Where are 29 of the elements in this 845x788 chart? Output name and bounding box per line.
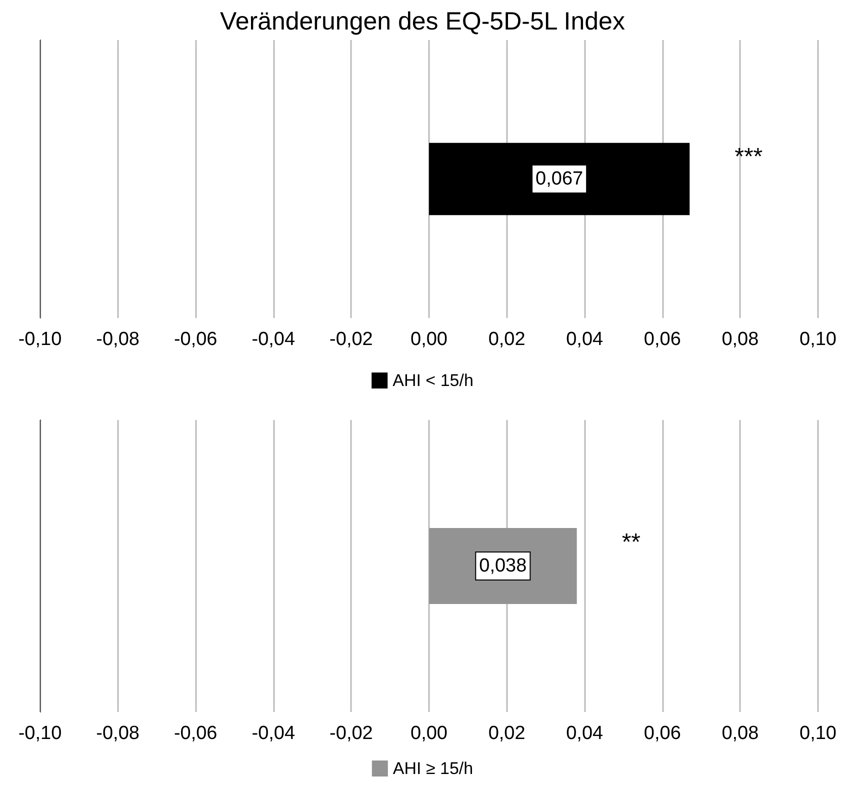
x-tick-label: 0,10 bbox=[800, 329, 836, 350]
x-tick-label: 0,08 bbox=[722, 723, 759, 744]
legend-label: AHI < 15/h bbox=[392, 371, 474, 390]
x-tick-label: 0,02 bbox=[488, 329, 526, 350]
x-tick-label: -0,08 bbox=[96, 329, 140, 350]
x-tick-label: -0,10 bbox=[18, 723, 62, 744]
x-tick-label: -0,04 bbox=[252, 329, 296, 350]
data-label: 0,067 bbox=[536, 168, 584, 190]
x-tick-label: 0,06 bbox=[644, 329, 681, 350]
x-tick-label: -0,06 bbox=[174, 329, 218, 350]
x-tick-label: 0,04 bbox=[566, 723, 604, 744]
legend-label: AHI ≥ 15/h bbox=[392, 759, 474, 778]
x-tick-label: 0,08 bbox=[722, 329, 759, 350]
x-tick-label: -0,02 bbox=[330, 723, 373, 744]
x-tick-label: 0,04 bbox=[566, 329, 604, 350]
annotation: *** bbox=[734, 143, 763, 170]
x-tick-label: 0,10 bbox=[800, 723, 836, 744]
x-tick-label: -0,08 bbox=[96, 723, 140, 744]
x-tick-label: -0,04 bbox=[252, 723, 296, 744]
x-tick-label: 0,06 bbox=[644, 723, 681, 744]
x-tick-label: -0,10 bbox=[18, 329, 62, 350]
chart-title: Veränderungen des EQ-5D-5L Index bbox=[220, 8, 626, 36]
x-tick-label: -0,02 bbox=[330, 329, 373, 350]
x-tick-label: -0,06 bbox=[174, 723, 218, 744]
data-label: 0,038 bbox=[479, 556, 527, 576]
x-tick-label: 0,00 bbox=[410, 329, 448, 350]
x-tick-label: 0,02 bbox=[488, 723, 526, 744]
annotation: ** bbox=[622, 529, 641, 556]
x-tick-label: 0,00 bbox=[410, 723, 448, 744]
